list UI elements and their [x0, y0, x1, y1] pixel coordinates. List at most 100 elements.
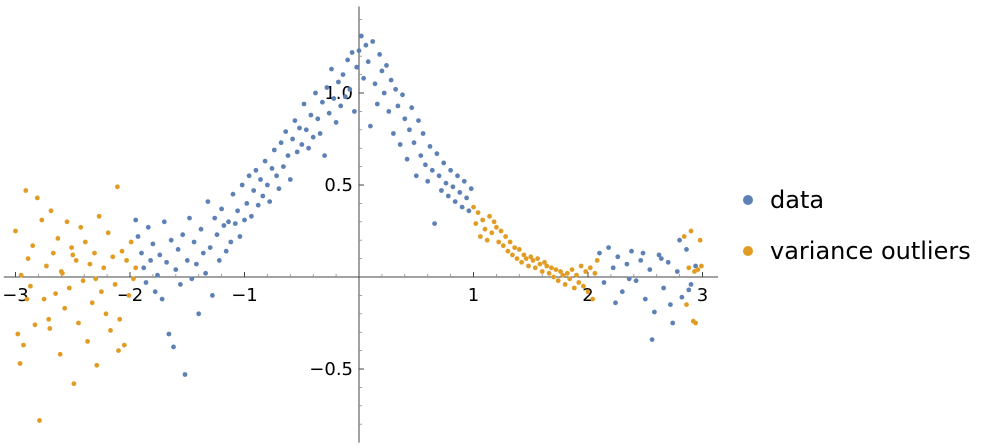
data-point [249, 213, 254, 219]
data-point [507, 239, 513, 245]
data-point [200, 250, 206, 256]
data-point [679, 294, 685, 300]
data-point [354, 64, 360, 70]
data-point [684, 302, 689, 307]
data-point [205, 199, 211, 205]
data-point [500, 243, 506, 249]
data-point [333, 120, 339, 125]
data-point [168, 237, 174, 243]
data-point [439, 188, 444, 193]
data-point [271, 147, 277, 153]
data-point [340, 72, 346, 77]
data-point [688, 228, 694, 234]
data-point [697, 237, 703, 243]
data-point [411, 140, 417, 146]
data-point [546, 270, 552, 276]
legend-label-data: data [770, 185, 825, 214]
data-point [115, 184, 120, 190]
data-point [464, 195, 469, 201]
data-point [526, 263, 531, 269]
data-point [480, 217, 486, 223]
data-point [681, 234, 687, 239]
data-point [131, 276, 136, 282]
data-point [448, 167, 453, 173]
x-tick-label: 1 [468, 285, 479, 306]
data-point [121, 342, 127, 348]
data-point [58, 269, 64, 274]
data-point [539, 269, 545, 274]
data-point [368, 123, 373, 129]
data-point [92, 250, 97, 256]
data-point [93, 276, 99, 282]
data-point [629, 248, 634, 254]
data-point [285, 153, 291, 159]
data-point [265, 182, 270, 188]
data-point [532, 265, 538, 271]
data-point [436, 173, 442, 179]
data-point [386, 109, 392, 114]
data-point [576, 280, 582, 285]
data-point [25, 256, 31, 261]
data-point [505, 248, 511, 254]
data-point [491, 219, 497, 225]
data-point [87, 261, 93, 267]
data-point [180, 232, 186, 238]
data-point [615, 254, 621, 260]
data-point [143, 280, 149, 285]
data-point [196, 311, 202, 317]
data-point [395, 103, 401, 109]
data-point [223, 248, 229, 254]
data-point [116, 348, 121, 353]
data-point [23, 188, 29, 193]
data-point [96, 213, 102, 219]
data-point [489, 230, 495, 236]
data-point [519, 259, 524, 265]
data-point [521, 252, 527, 258]
data-point [356, 48, 362, 54]
data-point [391, 131, 396, 136]
data-point [482, 226, 488, 232]
data-point [173, 267, 179, 272]
data-point [569, 267, 575, 272]
series-variance-outliers [13, 184, 704, 423]
scatter-chart: −3 −2 −1 1 2 3−0.50.51.0 [2, 6, 718, 443]
data-point [331, 96, 337, 101]
data-point [274, 173, 279, 179]
data-point [686, 265, 692, 271]
data-point [301, 101, 307, 107]
data-point [592, 270, 598, 276]
data-point [242, 217, 247, 223]
data-point [46, 316, 52, 322]
data-point [292, 118, 298, 123]
data-point [124, 258, 129, 263]
data-point [457, 190, 463, 195]
data-point [219, 206, 225, 212]
data-point [562, 282, 568, 287]
data-point [363, 42, 369, 48]
data-point [345, 57, 350, 63]
data-point [287, 177, 293, 182]
data-point [82, 239, 88, 245]
data-point [468, 186, 474, 192]
data-point [425, 178, 431, 184]
data-point [413, 173, 419, 179]
data-point [590, 296, 595, 302]
data-point [594, 258, 600, 263]
data-point [661, 285, 666, 291]
data-point [441, 160, 447, 166]
data-point [34, 195, 40, 201]
data-point [235, 208, 241, 214]
data-point [693, 263, 698, 269]
data-point [407, 127, 412, 133]
data-point [542, 259, 547, 265]
data-point [379, 68, 385, 74]
data-point [571, 285, 577, 291]
data-point [157, 252, 163, 258]
data-point [416, 118, 421, 123]
data-point [226, 219, 231, 225]
data-point [665, 259, 671, 265]
data-point [53, 291, 58, 296]
data-point [47, 326, 53, 331]
data-point [207, 245, 213, 251]
data-point [434, 151, 440, 157]
